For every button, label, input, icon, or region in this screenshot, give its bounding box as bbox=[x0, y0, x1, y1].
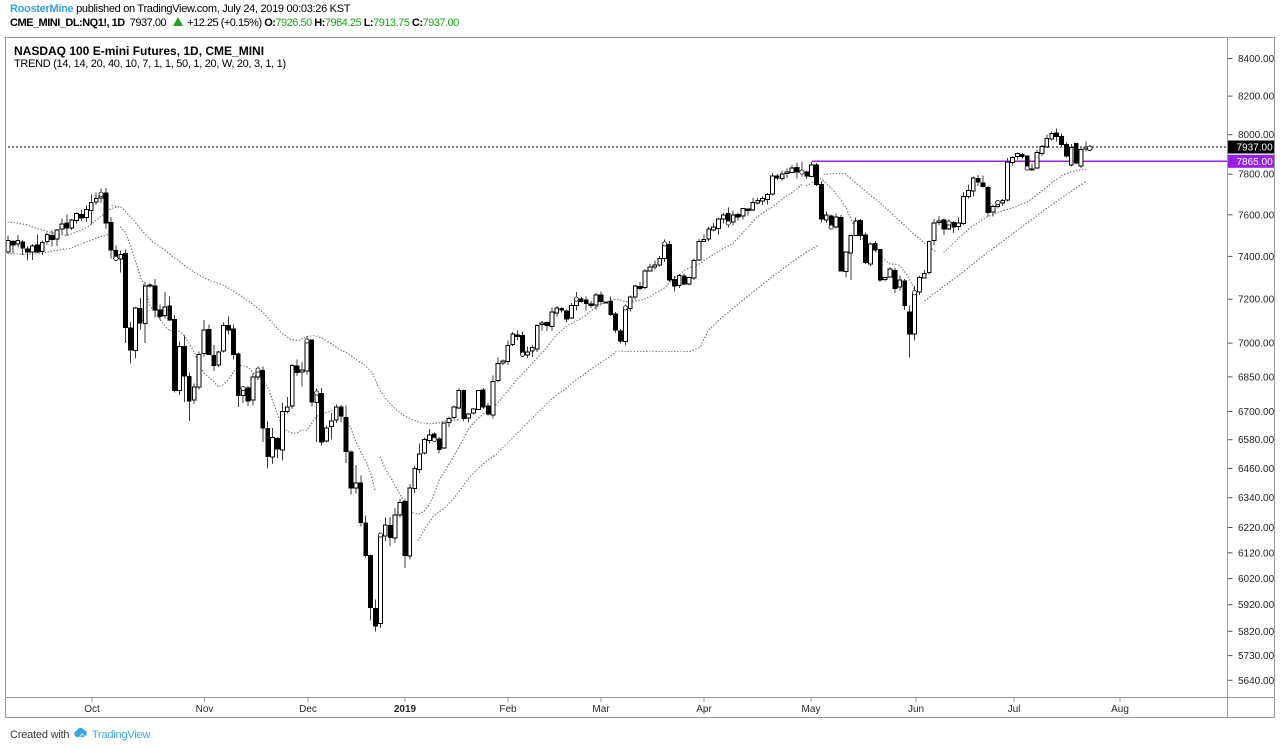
svg-text:5920.00: 5920.00 bbox=[1238, 600, 1275, 611]
svg-text:6580.00: 6580.00 bbox=[1238, 435, 1275, 446]
svg-text:6700.00: 6700.00 bbox=[1238, 407, 1275, 418]
svg-text:6220.00: 6220.00 bbox=[1238, 523, 1275, 534]
svg-text:8400.00: 8400.00 bbox=[1238, 54, 1275, 65]
svg-text:Dec: Dec bbox=[299, 704, 317, 715]
svg-text:2019: 2019 bbox=[394, 704, 417, 715]
svg-text:6340.00: 6340.00 bbox=[1238, 493, 1275, 504]
svg-text:5640.00: 5640.00 bbox=[1238, 676, 1275, 687]
svg-text:5820.00: 5820.00 bbox=[1238, 627, 1275, 638]
svg-text:Mar: Mar bbox=[592, 704, 610, 715]
svg-text:7400.00: 7400.00 bbox=[1238, 252, 1275, 263]
svg-text:6850.00: 6850.00 bbox=[1238, 372, 1275, 383]
svg-text:Jun: Jun bbox=[908, 704, 924, 715]
svg-text:Nov: Nov bbox=[196, 704, 214, 715]
svg-text:7000.00: 7000.00 bbox=[1238, 339, 1275, 350]
svg-text:8000.00: 8000.00 bbox=[1238, 130, 1275, 141]
svg-text:Jul: Jul bbox=[1008, 704, 1021, 715]
svg-text:5730.00: 5730.00 bbox=[1238, 651, 1275, 662]
svg-text:May: May bbox=[802, 704, 821, 715]
svg-text:Oct: Oct bbox=[84, 704, 100, 715]
svg-text:7200.00: 7200.00 bbox=[1238, 295, 1275, 306]
svg-text:Aug: Aug bbox=[1111, 704, 1129, 715]
svg-text:7865.00: 7865.00 bbox=[1237, 157, 1274, 168]
svg-text:6120.00: 6120.00 bbox=[1238, 548, 1275, 559]
svg-text:Feb: Feb bbox=[499, 704, 517, 715]
svg-text:6020.00: 6020.00 bbox=[1238, 574, 1275, 585]
svg-text:7800.00: 7800.00 bbox=[1238, 170, 1275, 181]
svg-text:Apr: Apr bbox=[696, 704, 712, 715]
svg-text:7937.00: 7937.00 bbox=[1237, 143, 1274, 154]
svg-text:6460.00: 6460.00 bbox=[1238, 464, 1275, 475]
svg-text:7600.00: 7600.00 bbox=[1238, 210, 1275, 221]
svg-text:8200.00: 8200.00 bbox=[1238, 92, 1275, 103]
